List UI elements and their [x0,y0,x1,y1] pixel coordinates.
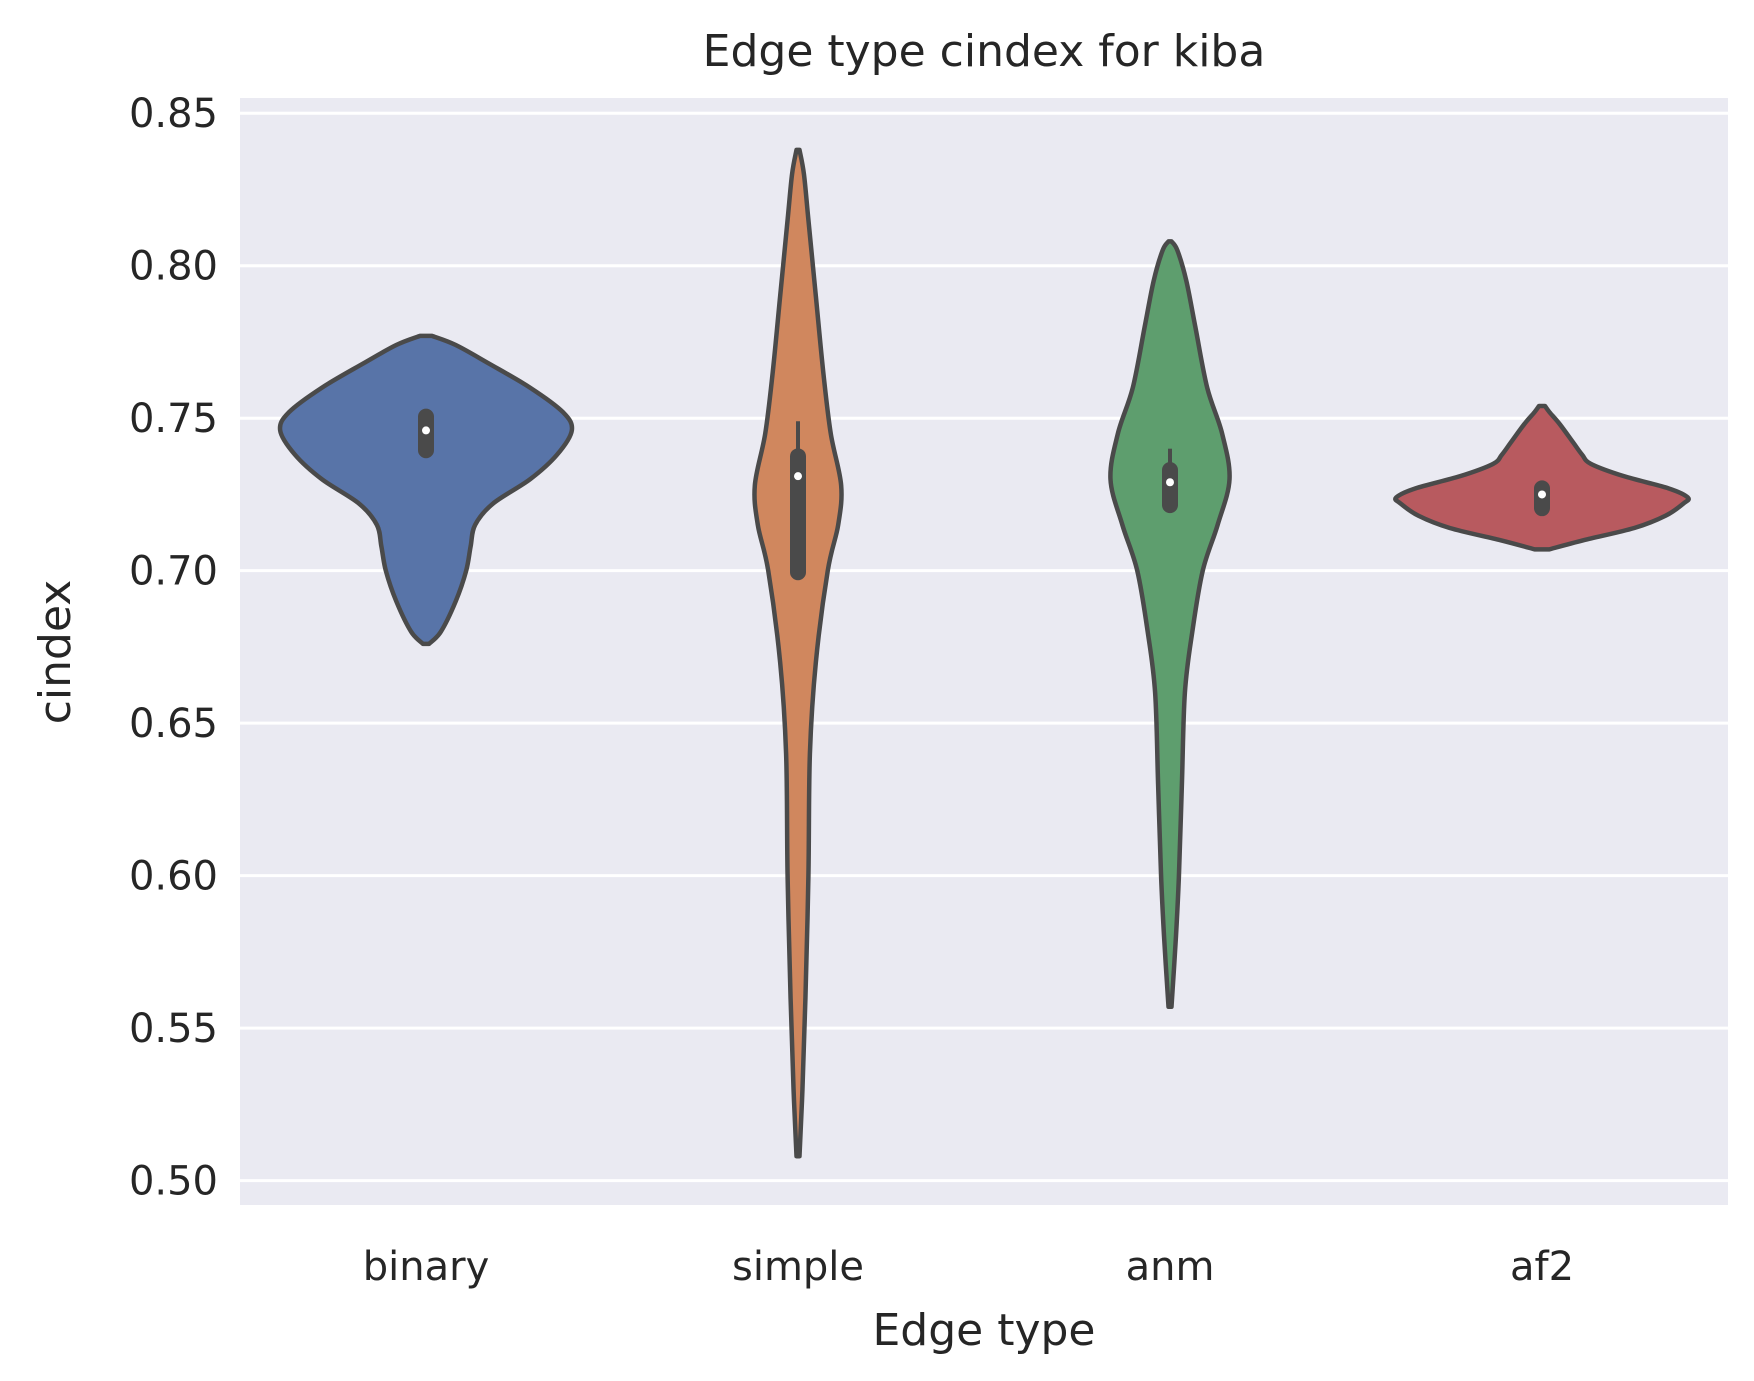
y-tick-label: 0.60 [129,854,218,900]
y-tick-label: 0.80 [129,244,218,290]
x-tick-label: anm [1126,1244,1215,1290]
violins [277,147,1691,1159]
y-tick-label: 0.75 [129,396,218,442]
y-tick-label: 0.65 [129,701,218,747]
violin-body-af2 [1393,403,1691,552]
violin-body-simple [752,147,844,1159]
x-axis-label: Edge type [872,1305,1095,1356]
plot-background [240,98,1728,1205]
violin-af2 [1393,403,1691,552]
median-dot-binary [422,426,430,435]
x-tick-label: af2 [1510,1244,1574,1290]
violin-body-binary [277,333,575,647]
y-tick-label: 0.70 [129,549,218,595]
x-tick-label: simple [732,1244,864,1290]
violin-simple [752,147,844,1159]
x-tick-label: binary [363,1244,489,1290]
y-tick-label: 0.50 [129,1159,218,1205]
y-tick-labels: 0.50 0.55 0.60 0.65 0.70 0.75 0.80 0.85 [129,91,218,1204]
y-tick-label: 0.85 [129,91,218,137]
median-dot-anm [1166,478,1174,487]
y-axis-label: cindex [30,580,81,725]
median-dot-simple [794,472,802,481]
chart-title: Edge type cindex for kiba [703,26,1266,77]
y-tick-label: 0.55 [129,1006,218,1052]
violin-anm [1108,239,1232,1010]
violin-binary [277,333,575,647]
x-tick-labels: binary simple anm af2 [363,1244,1574,1290]
violin-body-anm [1108,239,1232,1010]
median-dot-af2 [1538,490,1546,499]
